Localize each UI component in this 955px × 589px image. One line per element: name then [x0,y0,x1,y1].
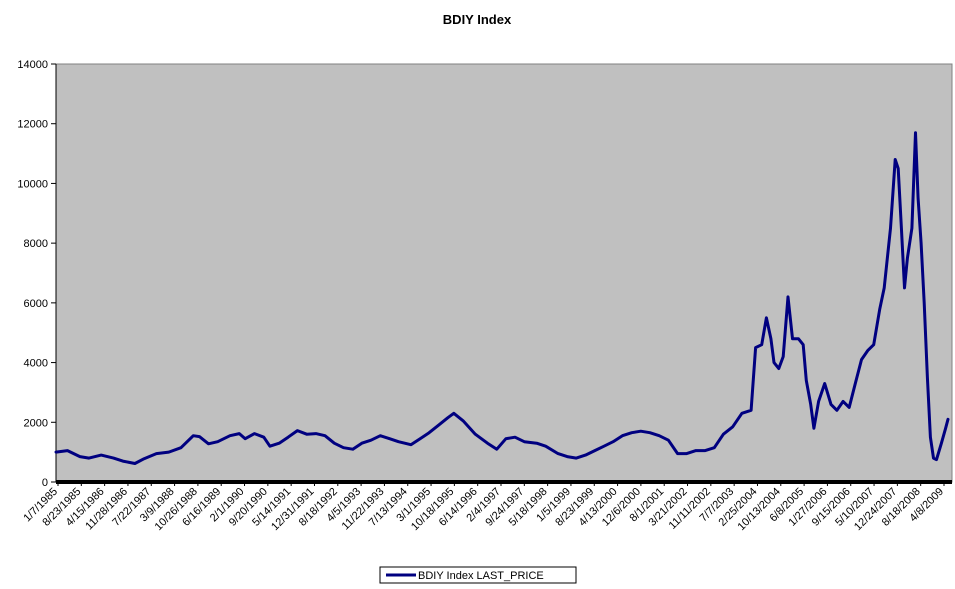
x-axis: 1/7/19858/23/19854/15/198611/28/19867/22… [21,480,952,533]
legend: BDIY Index LAST_PRICE [379,566,577,584]
y-tick-label: 2000 [24,417,48,429]
y-tick-label: 10000 [17,178,48,190]
plot-area [55,63,953,483]
y-tick-label: 4000 [24,358,48,370]
series-line [54,131,950,465]
legend-label: BDIY Index LAST_PRICE [418,570,544,582]
y-tick-label: 12000 [17,119,48,131]
legend-box [379,566,577,584]
series-layer [54,131,950,465]
y-tick-label: 8000 [24,238,48,250]
y-tick-label: 6000 [24,298,48,310]
chart-title: BDIY Index [443,12,512,27]
y-tick-label: 14000 [17,59,48,71]
y-tick-label: 0 [42,477,48,489]
y-axis: 0 2000 4000 6000 8000 10000 12000 14000 [17,59,57,489]
